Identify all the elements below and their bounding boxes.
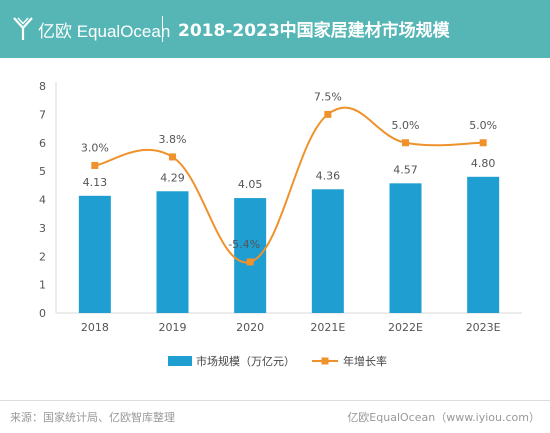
y-tick-label: 4 bbox=[39, 194, 46, 207]
header-divider bbox=[162, 16, 163, 42]
source-note: 来源：国家统计局、亿欧智库整理 bbox=[10, 411, 175, 424]
growth-marker bbox=[169, 153, 176, 161]
bar bbox=[467, 176, 500, 313]
x-tick-label: 2020 bbox=[236, 321, 264, 334]
growth-value-label: -5.4% bbox=[228, 238, 260, 251]
bar-value-label: 4.13 bbox=[83, 176, 108, 189]
chart-panel: 0 1 2 3 4 5 6 7 8 4.13 2018 4.29 2019 4.05 2020 4.36 202… bbox=[10, 66, 540, 392]
bar-value-label: 4.57 bbox=[393, 163, 418, 176]
x-tick-label: 2022E bbox=[388, 321, 423, 334]
x-tick-label: 2021E bbox=[310, 321, 345, 334]
y-tick-label: 7 bbox=[39, 108, 46, 121]
growth-marker bbox=[479, 139, 487, 147]
combo-chart: 0 1 2 3 4 5 6 7 8 4.13 2018 4.29 2019 4.05 2020 4.36 202… bbox=[39, 80, 522, 368]
growth-value-label: 7.5% bbox=[314, 90, 342, 103]
bar-value-label: 4.05 bbox=[238, 178, 263, 191]
growth-value-label: 3.0% bbox=[81, 141, 109, 154]
x-tick-label: 2018 bbox=[81, 321, 109, 334]
equalocean-logo-icon bbox=[13, 17, 33, 40]
bar-value-label: 4.36 bbox=[316, 169, 341, 182]
bar bbox=[234, 198, 267, 313]
growth-value-label: 3.8% bbox=[159, 133, 187, 146]
y-tick-label: 0 bbox=[39, 307, 46, 320]
bar bbox=[156, 191, 189, 313]
growth-value-label: 5.0% bbox=[392, 119, 420, 132]
bar-value-label: 4.80 bbox=[471, 157, 496, 170]
legend-line-marker bbox=[321, 357, 329, 365]
bar bbox=[78, 195, 111, 313]
growth-marker bbox=[91, 161, 99, 169]
x-tick-label: 2019 bbox=[159, 321, 187, 334]
footer-divider bbox=[0, 400, 550, 401]
bar bbox=[311, 189, 344, 313]
bar bbox=[389, 183, 422, 313]
page-title: 2018-2023中国家居建材市场规模 bbox=[178, 21, 450, 41]
y-tick-label: 6 bbox=[39, 137, 46, 150]
x-tick-label: 2023E bbox=[466, 321, 501, 334]
growth-marker bbox=[402, 139, 409, 147]
y-tick-label: 5 bbox=[39, 165, 46, 178]
growth-line bbox=[94, 106, 484, 264]
logo-text: 亿欧 EqualOcean bbox=[38, 22, 171, 41]
growth-marker bbox=[324, 110, 332, 118]
legend-bar-label: 市场规模（万亿元） bbox=[196, 354, 295, 368]
bar-value-label: 4.29 bbox=[160, 171, 185, 184]
y-tick-label: 2 bbox=[39, 250, 46, 263]
brand-note: 亿欧EqualOcean（www.iyiou.com） bbox=[347, 411, 540, 424]
y-tick-label: 8 bbox=[39, 80, 46, 93]
legend-line-label: 年增长率 bbox=[343, 354, 387, 368]
growth-marker bbox=[246, 258, 254, 266]
y-tick-label: 3 bbox=[39, 222, 46, 235]
legend-bar-swatch bbox=[168, 356, 192, 366]
growth-value-label: 5.0% bbox=[469, 119, 497, 132]
header-bar: 亿欧 EqualOcean 2018-2023中国家居建材市场规模 bbox=[0, 0, 550, 58]
y-tick-label: 1 bbox=[39, 279, 46, 292]
